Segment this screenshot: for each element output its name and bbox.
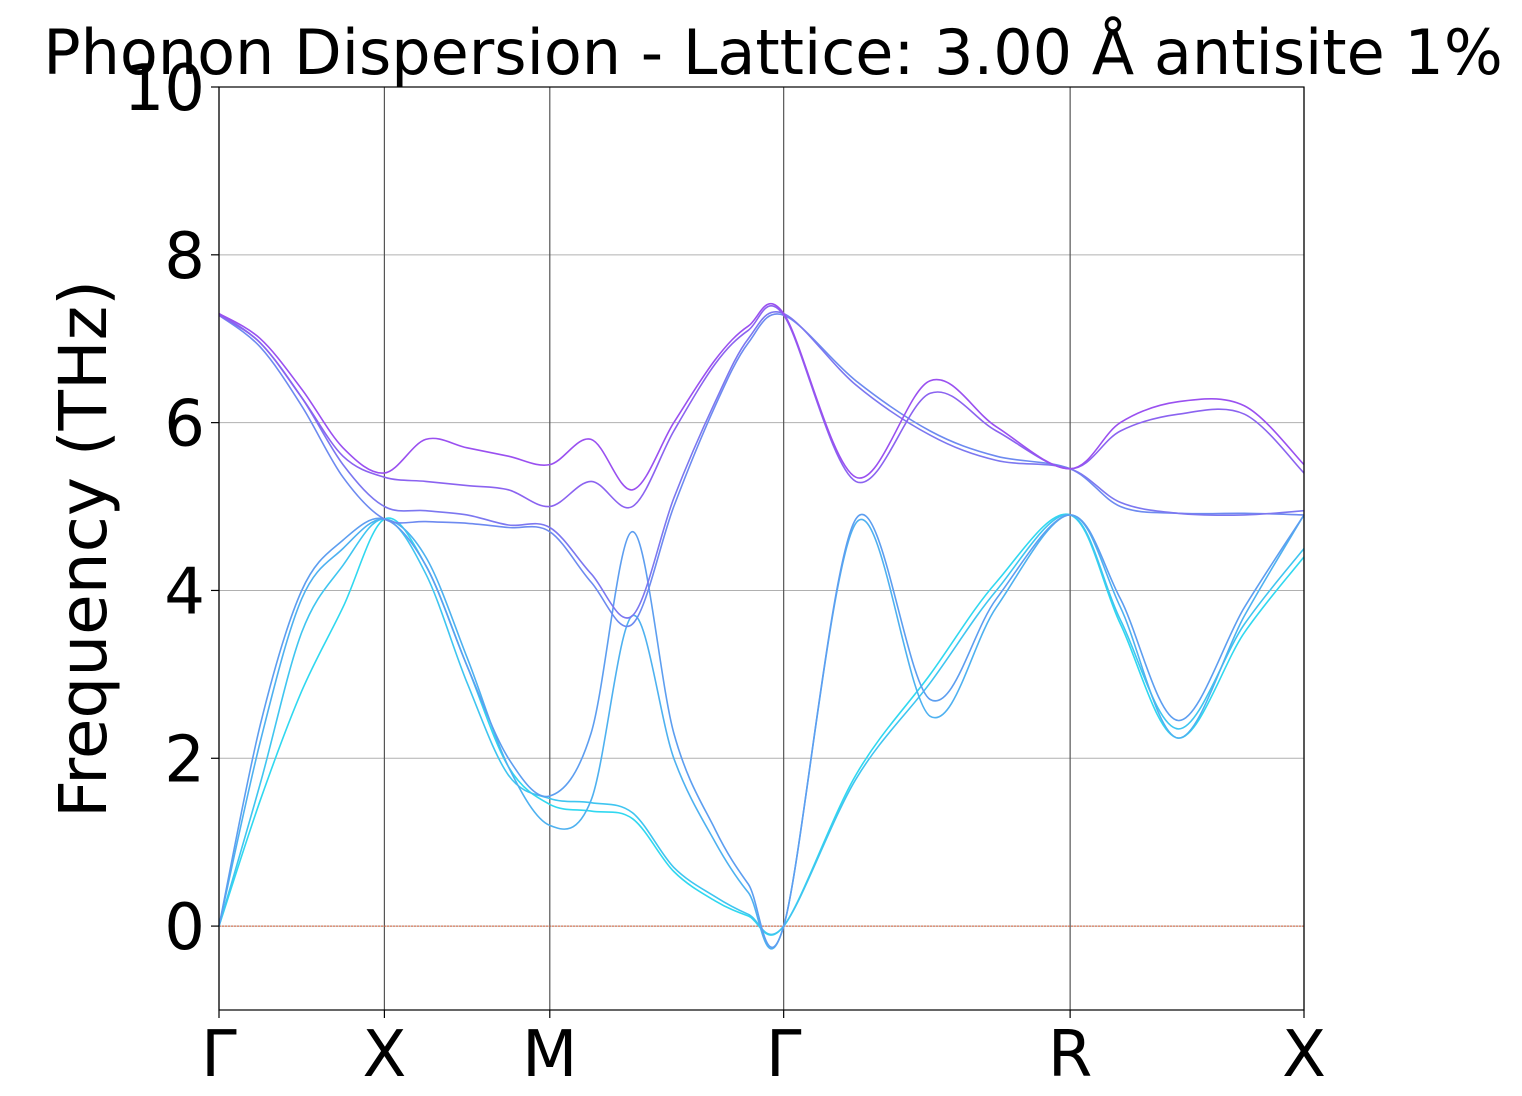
band-line-1 (218, 514, 1305, 936)
y-ticks: 0 2 4 6 8 10 (124, 52, 219, 965)
x-tick-label-3: Γ (766, 1018, 802, 1092)
y-tick-label-1: 2 (164, 723, 205, 797)
y-tick-label-0: 0 (164, 891, 205, 965)
band-line-2 (218, 514, 1305, 950)
plot-frame (218, 86, 1305, 1011)
y-tick-label-5: 10 (124, 52, 205, 126)
y-tick-label-3: 6 (164, 388, 205, 462)
band-line-3 (218, 514, 1305, 948)
x-tick-label-4: R (1048, 1018, 1092, 1092)
band-line-4 (218, 313, 1305, 628)
band-line-7 (218, 303, 1305, 491)
x-tick-label-1: X (362, 1018, 406, 1092)
chart-title: Phonon Dispersion - Lattice: 3.00 Å anti… (43, 16, 1503, 89)
x-tick-label-5: X (1282, 1018, 1326, 1092)
series-group (218, 303, 1305, 950)
band-line-0 (218, 513, 1305, 936)
grid-lines (218, 86, 1305, 1010)
x-tick-label-0: Γ (201, 1018, 237, 1092)
band-line-6 (218, 305, 1305, 509)
x-tick-label-2: M (522, 1018, 577, 1092)
y-tick-label-4: 8 (164, 220, 205, 294)
y-tick-label-2: 4 (164, 555, 205, 629)
y-axis-label: Frequency (THz) (45, 280, 122, 818)
band-line-5 (218, 311, 1305, 619)
